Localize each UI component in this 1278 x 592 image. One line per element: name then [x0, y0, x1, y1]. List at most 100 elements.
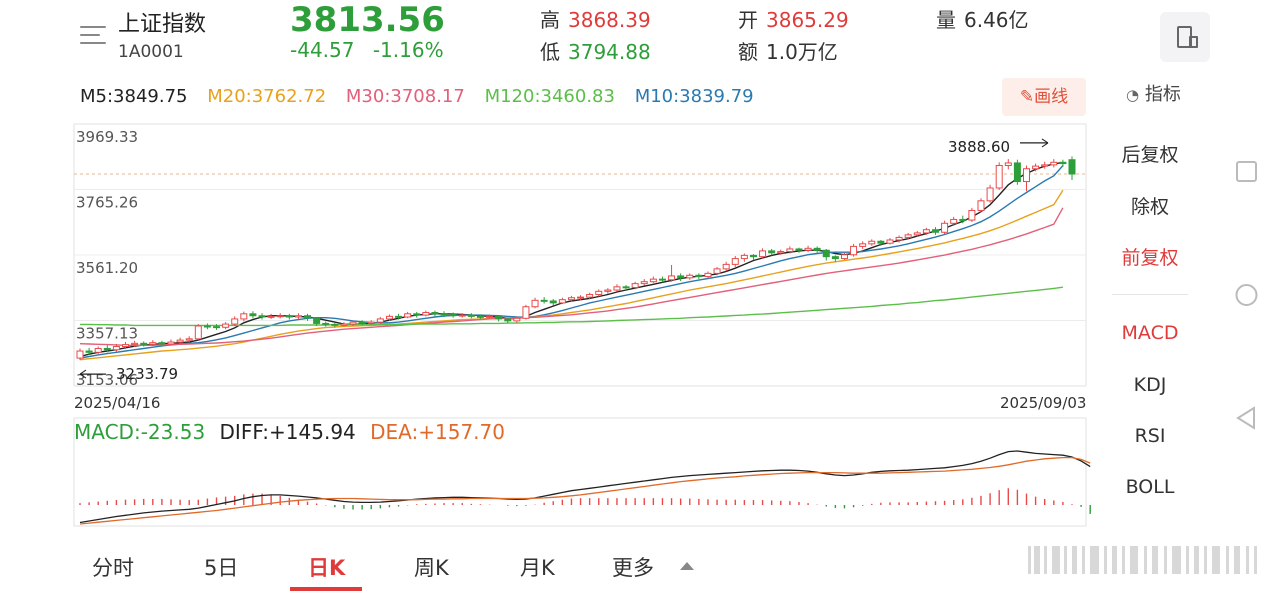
candle [695, 273, 703, 280]
back-icon[interactable] [1236, 406, 1255, 430]
candle [931, 227, 939, 235]
candle-body [176, 339, 184, 343]
side-item-pre-adjust[interactable]: 前复权 [1121, 247, 1179, 269]
active-tab-underline [290, 587, 362, 591]
pencil-icon: ✎ [1019, 87, 1035, 107]
candle-body [631, 283, 639, 288]
candle-body [904, 234, 912, 238]
candle [486, 314, 494, 319]
candle-body [695, 274, 703, 278]
candle-body [358, 321, 366, 324]
volume-label: 量 [936, 8, 956, 32]
candle [959, 215, 967, 224]
max-arrow-head [1041, 138, 1049, 148]
gauge-icon: ◔ [1126, 86, 1140, 104]
candle [458, 313, 466, 318]
side-item-macd[interactable]: MACD [1121, 322, 1179, 344]
candle-body [677, 275, 685, 279]
candle-body [722, 263, 730, 270]
side-item-boll[interactable]: BOLL [1125, 476, 1175, 498]
candle-body [540, 299, 548, 302]
candle-body [258, 315, 266, 318]
draw-line-button[interactable]: ✎画线 [1002, 78, 1086, 116]
rotate-screen-button[interactable] [1160, 12, 1210, 62]
candle [340, 322, 348, 327]
candle-body [149, 342, 157, 345]
x-end-label: 2025/09/03 [1000, 394, 1087, 412]
candle [103, 345, 111, 353]
candle [449, 312, 457, 318]
candle [313, 317, 321, 326]
candle-body [213, 326, 221, 329]
candle-body [959, 218, 967, 221]
candle [640, 279, 648, 286]
chevron-up-icon[interactable] [680, 562, 694, 570]
indicator-label: 指标 [1144, 84, 1181, 105]
candle-body [376, 318, 384, 323]
candle [331, 322, 339, 328]
candle [249, 311, 257, 319]
candle [476, 314, 484, 319]
stock-chart[interactable]: 3969.33 3765.26 3561.20 3357.13 3153.06 3888… [0, 0, 1100, 540]
candle [549, 299, 557, 306]
home-icon[interactable] [1235, 284, 1258, 306]
menu-icon[interactable] [80, 26, 106, 48]
candle-body [413, 313, 421, 316]
amount-value: 1.0万亿 [766, 40, 838, 64]
candle [586, 292, 594, 300]
watermark-icon [1028, 546, 1257, 574]
indicator-button[interactable]: ◔ 指标 [1126, 80, 1181, 106]
candle-body [1041, 164, 1049, 167]
candle-body [558, 299, 566, 304]
ma-lines [79, 161, 1064, 361]
candle-body [222, 323, 230, 328]
candle-body [931, 229, 939, 233]
ma5-label: M5:3849.75 [80, 86, 188, 107]
candle [668, 265, 676, 282]
candle-body [549, 300, 557, 304]
macd-value: MACD:-23.53 [74, 420, 206, 444]
side-item-kdj[interactable]: KDJ [1133, 374, 1167, 396]
candle-body [294, 315, 302, 318]
candle [367, 320, 375, 325]
candle [831, 255, 839, 262]
tab-5day[interactable]: 5日 [204, 556, 239, 580]
candle-body [968, 209, 976, 221]
candle [185, 336, 193, 343]
candle [431, 310, 439, 317]
candle [1041, 161, 1049, 169]
candle-body [85, 350, 93, 353]
ma120-label: M120:3460.83 [484, 86, 615, 107]
candle-body [112, 346, 120, 351]
candle-body [613, 286, 621, 291]
candle [558, 297, 566, 305]
tab-daily-k[interactable]: 日K [308, 556, 346, 580]
candle-body [103, 347, 111, 351]
side-item-ex-rights[interactable]: 除权 [1130, 196, 1169, 218]
side-item-rsi[interactable]: RSI [1134, 425, 1166, 447]
candle-body [759, 250, 767, 258]
tab-weekly-k[interactable]: 周K [414, 556, 449, 580]
candle-body [1022, 168, 1030, 183]
stat-open: 开 3865.29 [738, 4, 849, 33]
index-code: 1A0001 [118, 42, 184, 62]
tab-more[interactable]: 更多 [612, 556, 654, 580]
candle-body [913, 232, 921, 236]
recent-apps-icon[interactable] [1236, 161, 1257, 182]
side-item-post-adjust[interactable]: 后复权 [1121, 144, 1179, 166]
candle [731, 256, 739, 267]
tab-monthly-k[interactable]: 月K [520, 556, 555, 580]
candle-body [367, 321, 375, 324]
candle-body [349, 321, 357, 325]
candle-body [877, 240, 885, 244]
candle-body [531, 299, 539, 308]
candle [276, 313, 284, 319]
candle [285, 313, 293, 320]
y-axis-labels: 3969.33 3765.26 3561.20 3357.13 3153.06 [76, 128, 138, 389]
candle-body [704, 272, 712, 278]
tab-intraday[interactable]: 分时 [92, 556, 134, 580]
diff-line [79, 450, 1091, 524]
candle [376, 317, 384, 325]
candle-body [449, 313, 457, 317]
candle [622, 284, 630, 291]
